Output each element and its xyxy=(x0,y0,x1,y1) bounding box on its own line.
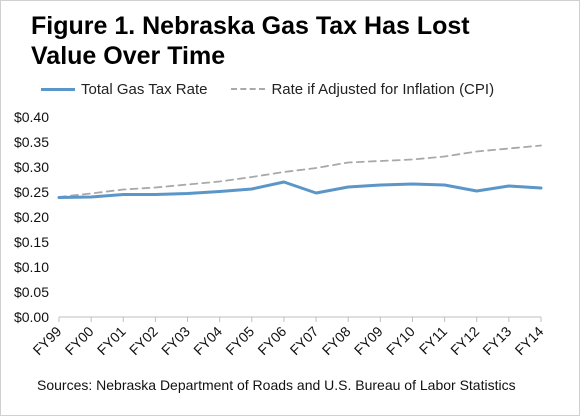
x-tick-label: FY01 xyxy=(94,323,129,358)
x-tick-label: FY99 xyxy=(29,323,64,358)
y-tick-label: $0.25 xyxy=(14,184,49,200)
series-line-inflation-adjusted xyxy=(58,144,542,198)
x-tick-label: FY12 xyxy=(447,323,482,358)
legend-label-total-gas-tax: Total Gas Tax Rate xyxy=(81,80,208,98)
legend-swatch-solid xyxy=(41,87,75,91)
y-tick-label: $0.15 xyxy=(14,234,49,250)
legend-swatch-dashed xyxy=(231,88,266,90)
x-tick-label: FY07 xyxy=(287,323,322,358)
x-tick-label: FY09 xyxy=(351,323,386,358)
x-tick-label: FY02 xyxy=(126,323,161,358)
chart-source-note: Sources: Nebraska Department of Roads an… xyxy=(37,377,516,393)
y-tick-label: $0.05 xyxy=(14,284,49,300)
chart-title: Figure 1. Nebraska Gas Tax Has Lost Valu… xyxy=(31,11,551,71)
y-tick-label: $0.35 xyxy=(14,134,49,150)
x-tick-label: FY13 xyxy=(479,323,514,358)
x-tick-label: FY10 xyxy=(383,323,418,358)
y-tick-label: $0.00 xyxy=(14,309,49,325)
x-tick-label: FY03 xyxy=(158,323,193,358)
chart-title-line-2: Value Over Time xyxy=(31,42,226,70)
x-tick-label: FY11 xyxy=(416,323,450,357)
y-tick-label: $0.40 xyxy=(14,109,49,125)
series-line-total-gas-tax xyxy=(57,180,543,199)
x-tick-label: FY14 xyxy=(511,323,546,358)
y-tick-label: $0.10 xyxy=(14,259,49,275)
legend-label-inflation-adjusted: Rate if Adjusted for Inflation (CPI) xyxy=(271,80,495,98)
x-tick-label: FY04 xyxy=(190,323,225,358)
x-tick-label: FY00 xyxy=(62,323,97,358)
x-tick-label: FY05 xyxy=(222,323,257,358)
x-tick-label: FY06 xyxy=(254,323,289,358)
legend-item-inflation-adjusted: Rate if Adjusted for Inflation (CPI) xyxy=(231,81,494,98)
chart-title-line-1: Figure 1. Nebraska Gas Tax Has Lost xyxy=(31,12,470,40)
chart-legend: Total Gas Tax Rate Rate if Adjusted for … xyxy=(41,79,518,99)
legend-item-total-gas-tax: Total Gas Tax Rate xyxy=(41,81,207,98)
x-tick-label: FY08 xyxy=(319,323,354,358)
y-tick-label: $0.30 xyxy=(14,159,49,175)
y-tick-label: $0.20 xyxy=(14,209,49,225)
